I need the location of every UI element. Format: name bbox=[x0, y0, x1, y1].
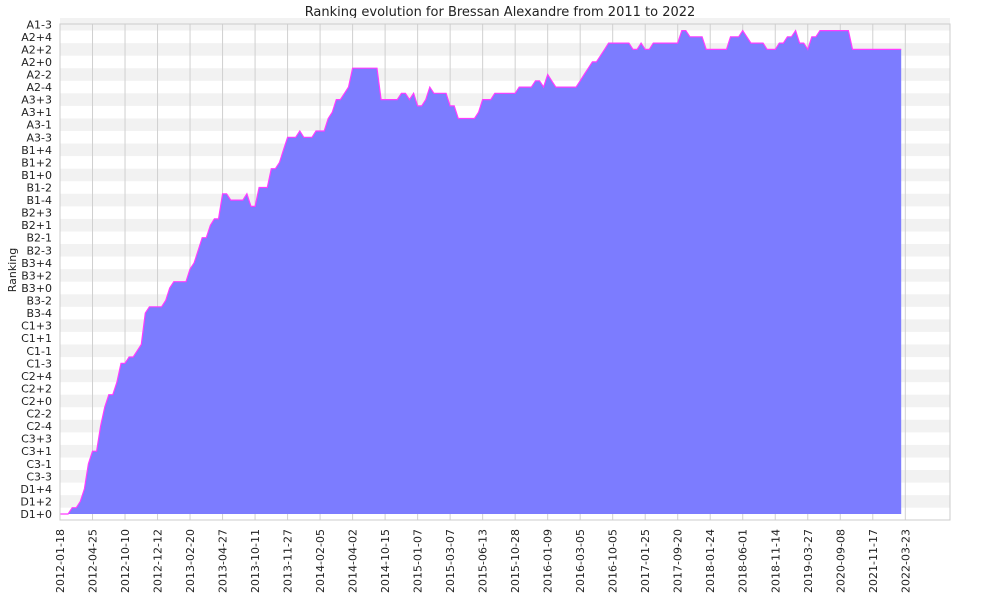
y-tick-label: B3+0 bbox=[21, 282, 52, 295]
y-tick-label: B3+4 bbox=[21, 257, 52, 270]
ranking-line bbox=[60, 29, 902, 515]
y-tick-labels: D1+0D1+2D1+4C3-3C3-1C3+1C3+3C2-4C2-2C2+0… bbox=[20, 18, 52, 521]
y-tick-label: B2-3 bbox=[26, 244, 52, 257]
y-tick-label: B2+1 bbox=[21, 219, 52, 232]
x-tick-label: 2013-11-27 bbox=[282, 529, 295, 593]
x-tick-label: 2015-10-28 bbox=[509, 529, 522, 593]
ranking-area-fill bbox=[60, 30, 902, 514]
ranking-series bbox=[60, 29, 902, 515]
y-tick-label: C2+2 bbox=[21, 382, 52, 395]
x-tick-labels: 2012-01-18 2012-04-25 2012-10-10 2012-12-12… bbox=[54, 529, 912, 593]
y-tick-label: C2-2 bbox=[26, 408, 52, 421]
y-tick-label: A3+1 bbox=[21, 106, 52, 119]
x-tick-label: 2022-03-23 bbox=[899, 529, 912, 593]
y-axis-label: Ranking bbox=[6, 248, 19, 293]
x-tick-label: 2019-03-27 bbox=[802, 529, 815, 593]
x-tick-label: 2016-03-05 bbox=[574, 529, 587, 593]
y-tick-label: C3-1 bbox=[26, 458, 52, 471]
chart-title: Ranking evolution for Bressan Alexandre … bbox=[305, 5, 696, 20]
y-tick-label: C1-1 bbox=[26, 345, 52, 358]
x-tick-label: 2016-10-05 bbox=[607, 529, 620, 593]
y-tick-label: A2-2 bbox=[27, 69, 53, 82]
y-tick-label: C3-3 bbox=[26, 470, 52, 483]
x-tick-label: 2012-01-18 bbox=[54, 529, 67, 593]
y-tick-label: A3-1 bbox=[27, 119, 53, 132]
x-tick-label: 2013-04-27 bbox=[217, 529, 230, 593]
y-tick-label: C2+4 bbox=[21, 370, 52, 383]
x-tick-label: 2013-10-11 bbox=[249, 529, 262, 593]
x-tick-label: 2017-09-20 bbox=[672, 529, 685, 593]
x-tick-label: 2015-01-07 bbox=[412, 529, 425, 593]
y-tick-label: B3-4 bbox=[26, 307, 52, 320]
y-tick-label: B2-1 bbox=[26, 232, 52, 245]
x-tick-label: 2018-11-14 bbox=[769, 529, 782, 593]
y-tick-label: C2+0 bbox=[21, 395, 52, 408]
plot-frame bbox=[59, 23, 951, 521]
x-tick-label: 2016-01-09 bbox=[542, 529, 555, 593]
y-tick-label: A3-3 bbox=[27, 131, 53, 144]
y-tick-label: C3+3 bbox=[21, 433, 52, 446]
y-tick-label: A2+0 bbox=[21, 56, 52, 69]
y-tick-label: A2-4 bbox=[27, 81, 53, 94]
y-tick-label: A3+3 bbox=[21, 94, 52, 107]
x-tick-label: 2013-02-20 bbox=[184, 529, 197, 593]
y-tick-label: A1-3 bbox=[27, 18, 53, 31]
x-tick-label: 2015-03-07 bbox=[444, 529, 457, 593]
y-tick-label: C3+1 bbox=[21, 445, 52, 458]
y-tick-label: D1+2 bbox=[20, 495, 52, 508]
x-tick-label: 2015-06-13 bbox=[477, 529, 490, 593]
x-tick-label: 2012-10-10 bbox=[119, 529, 132, 593]
y-tick-label: B2+3 bbox=[21, 207, 52, 220]
y-tick-label: C2-4 bbox=[26, 420, 52, 433]
x-tick-label: 2018-01-24 bbox=[704, 529, 717, 593]
x-tick-label: 2014-04-02 bbox=[347, 529, 360, 593]
x-tick-label: 2012-12-12 bbox=[152, 529, 165, 593]
y-tick-label: D1+0 bbox=[20, 508, 52, 521]
y-tick-label: C1+3 bbox=[21, 320, 52, 333]
y-tick-label: A2+4 bbox=[21, 31, 52, 44]
y-tick-label: B1+2 bbox=[21, 156, 52, 169]
y-tick-label: B1+0 bbox=[21, 169, 52, 182]
x-tick-label: 2017-01-25 bbox=[639, 529, 652, 593]
y-tick-label: C1+1 bbox=[21, 332, 52, 345]
y-tick-label: B1-2 bbox=[26, 182, 52, 195]
y-tick-label: B3-2 bbox=[26, 295, 52, 308]
x-tick-label: 2012-04-25 bbox=[87, 529, 100, 593]
y-tick-label: C1-3 bbox=[26, 357, 52, 370]
x-tick-label: 2020-09-08 bbox=[834, 529, 847, 593]
x-tick-label: 2014-02-05 bbox=[314, 529, 327, 593]
x-tick-label: 2014-10-15 bbox=[379, 529, 392, 593]
y-tick-label: D1+4 bbox=[20, 483, 52, 496]
y-tick-label: B3+2 bbox=[21, 269, 52, 282]
x-tick-label: 2021-11-17 bbox=[867, 529, 880, 593]
x-tick-label: 2018-06-01 bbox=[737, 529, 750, 593]
y-tick-label: A2+2 bbox=[21, 43, 52, 56]
y-tick-label: B1+4 bbox=[21, 144, 52, 157]
y-tick-label: B1-4 bbox=[26, 194, 52, 207]
